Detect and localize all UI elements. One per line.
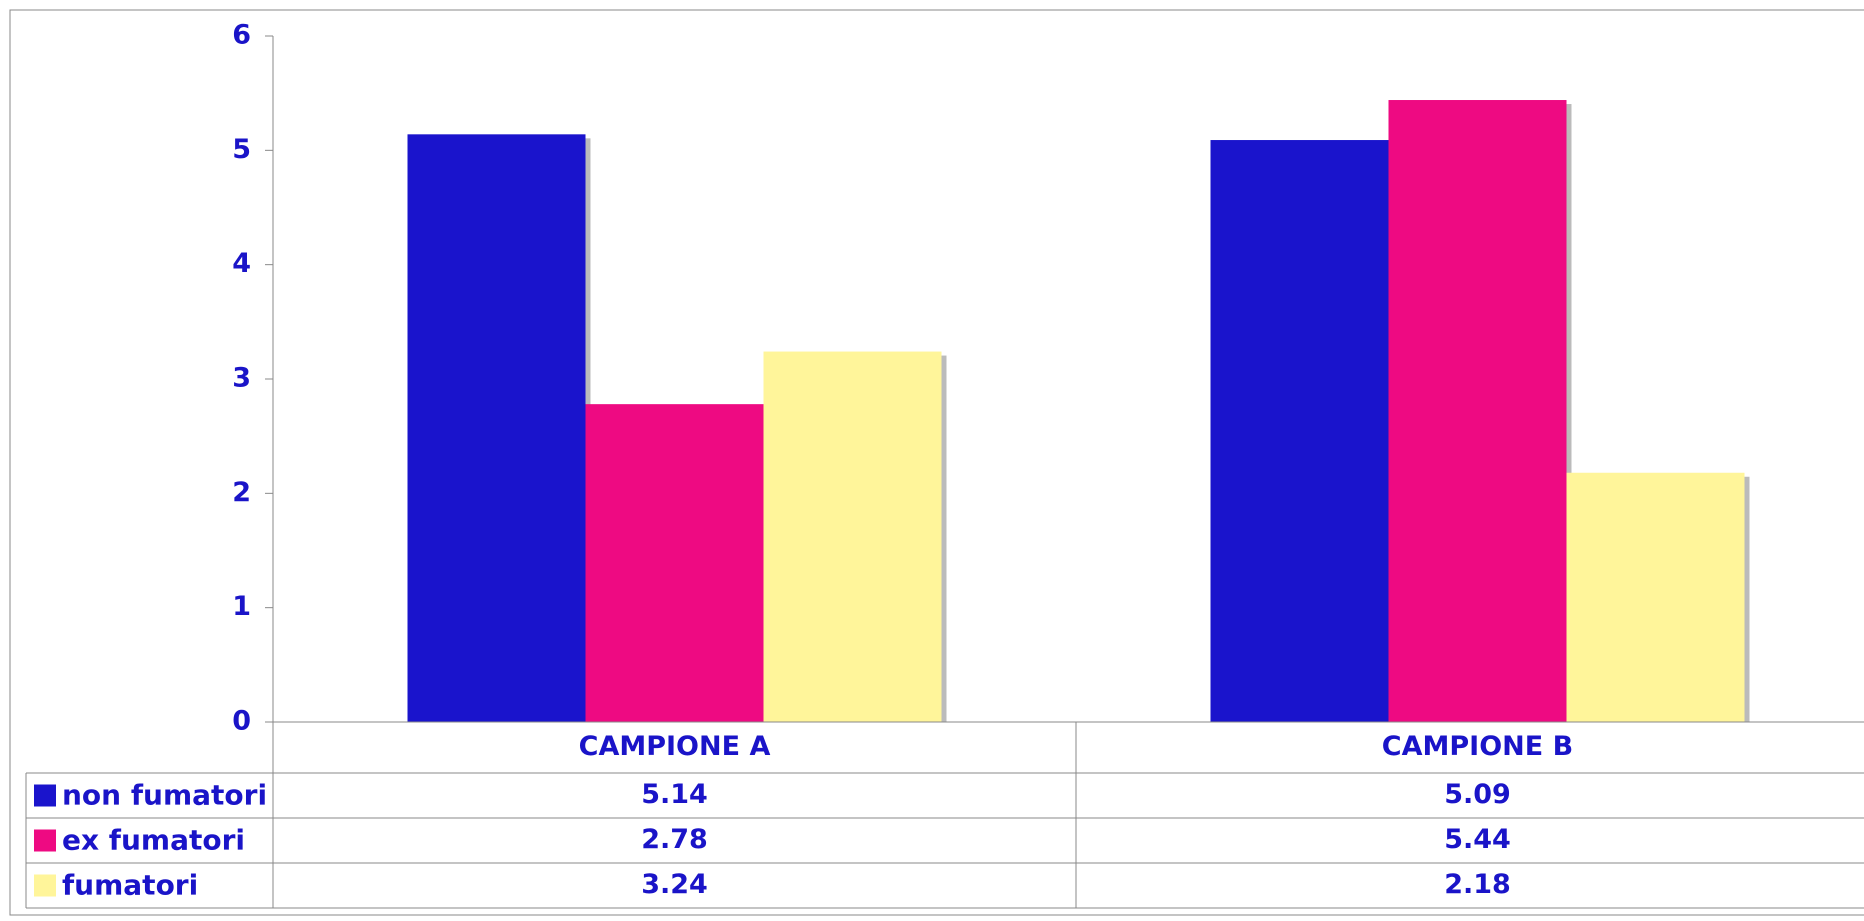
y-tick-label: 3 — [232, 363, 251, 394]
table-value: 5.09 — [1444, 779, 1511, 810]
bar — [585, 404, 764, 722]
bar — [407, 134, 586, 722]
y-tick-label: 1 — [232, 591, 251, 622]
legend-swatch — [34, 784, 56, 807]
y-tick-label: 2 — [232, 477, 251, 508]
legend-label: non fumatori — [62, 779, 267, 812]
y-tick-label: 0 — [232, 706, 251, 737]
table-value: 2.18 — [1444, 869, 1511, 900]
table-value: 3.24 — [641, 869, 708, 900]
y-tick-label: 4 — [232, 248, 251, 279]
legend-swatch — [34, 829, 56, 852]
bar — [1566, 472, 1745, 722]
bar — [1210, 140, 1389, 722]
x-tick-label: CAMPIONE A — [579, 731, 771, 762]
table-value: 2.78 — [641, 824, 708, 855]
legend-label: ex fumatori — [62, 824, 245, 857]
table-value: 5.14 — [641, 779, 708, 810]
y-tick-label: 6 — [232, 20, 251, 51]
legend-label: fumatori — [62, 869, 198, 902]
chart-border — [9, 9, 1864, 916]
legend-swatch — [34, 874, 56, 897]
y-tick-label: 5 — [232, 134, 251, 165]
x-tick-label: CAMPIONE B — [1382, 731, 1573, 762]
bar — [1388, 100, 1567, 722]
bar — [763, 351, 942, 722]
table-value: 5.44 — [1444, 824, 1511, 855]
